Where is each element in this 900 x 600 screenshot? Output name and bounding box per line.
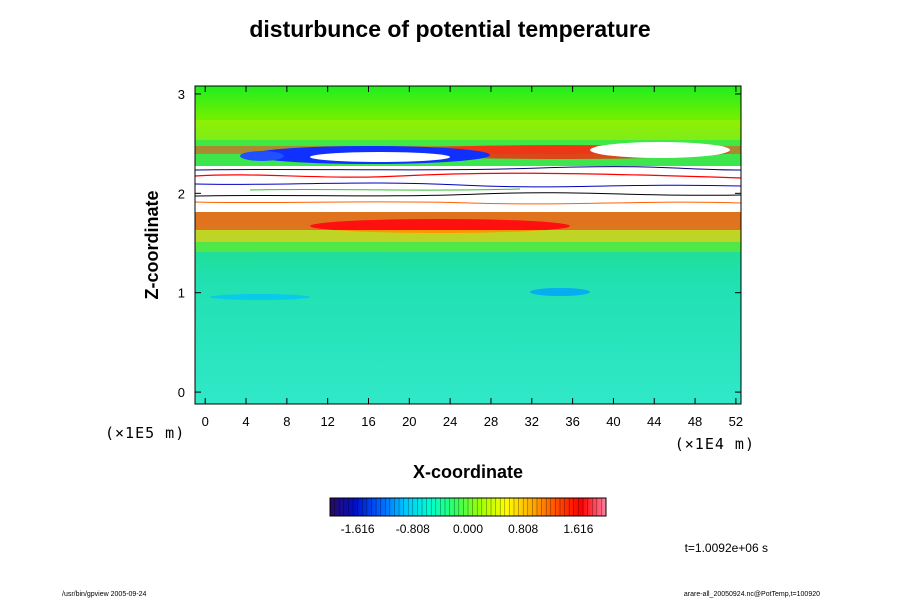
footer-left: /usr/bin/gpview 2005-09-24 <box>62 591 147 598</box>
y-axis: 0 1 2 3 <box>178 87 741 400</box>
x-axis-label: X-coordinate <box>413 462 523 482</box>
x-tick-label: 24 <box>443 414 457 429</box>
y-axis-label: Z-coordinate <box>142 190 162 299</box>
x-axis-unit: (×1E4 m) <box>675 435 755 453</box>
x-tick-label: 28 <box>484 414 498 429</box>
x-axis: 0 4 8 12 16 20 24 28 32 36 40 44 48 52 <box>202 86 743 429</box>
colorbar-label: 0.808 <box>508 522 539 536</box>
x-tick-label: 0 <box>202 414 209 429</box>
x-tick-label: 12 <box>320 414 334 429</box>
x-tick-label: 52 <box>729 414 743 429</box>
colorbar-label: -1.616 <box>340 522 375 536</box>
colorbar-label: -0.808 <box>395 522 430 536</box>
y-tick-label: 3 <box>178 87 185 102</box>
x-tick-label: 8 <box>283 414 290 429</box>
x-tick-label: 48 <box>688 414 702 429</box>
x-tick-label: 20 <box>402 414 416 429</box>
heatmap-field <box>195 86 741 404</box>
colorbar-label: 0.000 <box>452 522 484 536</box>
plot-frame <box>194 85 742 405</box>
x-tick-label: 40 <box>606 414 620 429</box>
y-axis-unit: (×1E5 m) <box>105 424 185 442</box>
y-tick-label: 2 <box>178 186 185 201</box>
y-tick-label: 1 <box>178 286 185 301</box>
x-tick-label: 4 <box>242 414 249 429</box>
x-tick-label: 32 <box>525 414 539 429</box>
time-label: t=1.0092e+06 s <box>684 541 768 555</box>
y-tick-label: 0 <box>178 385 185 400</box>
x-tick-label: 44 <box>647 414 661 429</box>
x-tick-label: 36 <box>565 414 579 429</box>
chart-title: disturbunce of potential temperature <box>249 16 651 42</box>
x-tick-label: 16 <box>361 414 375 429</box>
colorbar-labels: -1.616 -0.808 0.000 0.808 1.616 <box>330 522 606 540</box>
colorbar <box>329 497 607 517</box>
colorbar-label: 1.616 <box>563 522 594 536</box>
footer-right: arare-all_20050924.nc@PotTemp,t=100920 <box>683 591 820 598</box>
